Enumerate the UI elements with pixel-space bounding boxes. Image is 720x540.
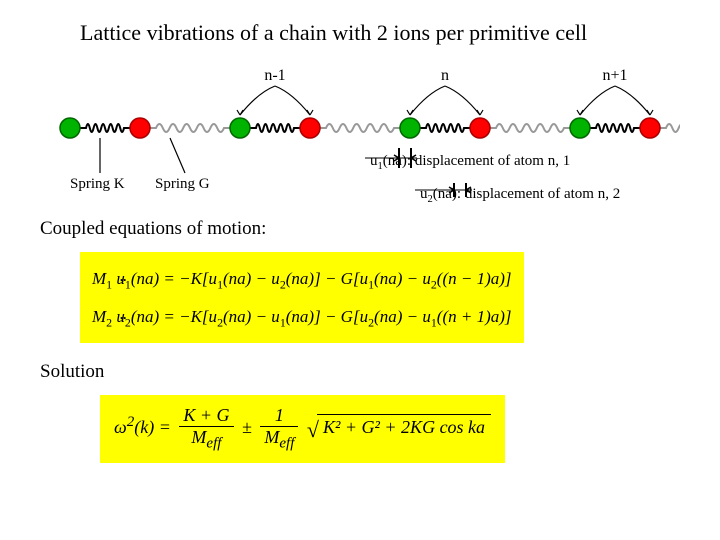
spring-g	[490, 124, 570, 132]
arrowhead-icon	[647, 110, 653, 115]
arrowhead-icon	[237, 110, 243, 115]
spring-g-pointer	[170, 138, 185, 173]
cell-arrow	[410, 86, 445, 115]
atom-type-2	[300, 118, 320, 138]
spring-g	[320, 124, 400, 132]
cell-arrow	[615, 86, 650, 115]
atom-type-1	[230, 118, 250, 138]
page-title: Lattice vibrations of a chain with 2 ion…	[80, 20, 680, 46]
equations-heading: Coupled equations of motion:	[40, 218, 680, 240]
spring-k	[250, 124, 300, 132]
coupled-equations: M1 u1(na) = −K[u1(na) − u2(na)] − G[u1(n…	[80, 252, 524, 343]
cell-arrow	[275, 86, 310, 115]
spring-k-label: Spring K	[70, 176, 125, 193]
cell-label: n-1	[264, 67, 285, 84]
spring-g	[150, 124, 230, 132]
solution-equation: ω2(k) = K + G Meff ± 1 Meff √K² + G² + 2…	[100, 395, 505, 463]
spring-k	[420, 124, 470, 132]
atom-type-1	[400, 118, 420, 138]
atom-type-2	[640, 118, 660, 138]
u2-displacement-label: u2(na): displacement of atom n, 2	[420, 186, 620, 205]
cell-arrow	[240, 86, 275, 115]
spring-g	[660, 124, 680, 132]
chain-diagram: n-1 n n+1 Spring K Spring G u1(na): displa…	[40, 58, 680, 208]
equation-1: M1 u1(na) = −K[u1(na) − u2(na)] − G[u1(n…	[92, 260, 512, 298]
equation-2: M2 u2(na) = −K[u2(na) − u1(na)] − G[u2(n…	[92, 298, 512, 336]
atom-type-2	[130, 118, 150, 138]
arrowhead-icon	[477, 110, 483, 115]
cell-arrow	[580, 86, 615, 115]
cell-label: n+1	[602, 67, 627, 84]
arrowhead-icon	[577, 110, 583, 115]
atom-type-1	[570, 118, 590, 138]
cell-label: n	[441, 67, 449, 84]
spring-k	[590, 124, 640, 132]
arrowhead-icon	[307, 110, 313, 115]
spring-g-label: Spring G	[155, 176, 210, 193]
atom-type-2	[470, 118, 490, 138]
u1-displacement-label: u1(na): displacement of atom n, 1	[370, 153, 570, 172]
solution-heading: Solution	[40, 361, 680, 383]
arrowhead-icon	[407, 110, 413, 115]
spring-k	[80, 124, 130, 132]
cell-arrow	[445, 86, 480, 115]
atom-type-1	[60, 118, 80, 138]
